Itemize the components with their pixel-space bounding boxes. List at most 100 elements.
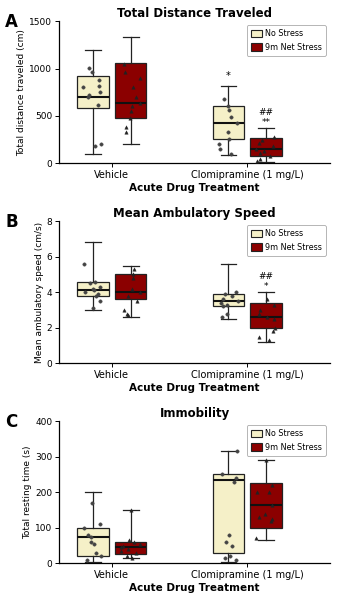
Legend: No Stress, 9m Net Stress: No Stress, 9m Net Stress — [247, 425, 326, 456]
Point — [137, 287, 143, 297]
Point — [93, 291, 98, 301]
Point — [222, 289, 227, 299]
Point — [84, 555, 90, 565]
Point — [122, 68, 128, 77]
Point — [265, 295, 270, 304]
Point — [269, 481, 275, 490]
Y-axis label: Total resting time (s): Total resting time (s) — [23, 445, 32, 539]
Point — [98, 140, 103, 149]
Point — [97, 81, 102, 91]
Point — [257, 148, 263, 158]
Point — [220, 295, 225, 304]
Point — [231, 477, 236, 487]
Point — [257, 305, 263, 315]
Text: ##: ## — [258, 108, 274, 117]
Text: B: B — [5, 212, 18, 230]
Text: *: * — [226, 71, 231, 82]
Point — [234, 446, 240, 456]
Point — [82, 259, 87, 269]
PathPatch shape — [115, 274, 147, 299]
Point — [121, 541, 126, 550]
Title: Mean Ambulatory Speed: Mean Ambulatory Speed — [113, 207, 276, 220]
Point — [81, 523, 87, 533]
Legend: No Stress, 9m Net Stress: No Stress, 9m Net Stress — [247, 225, 326, 256]
Point — [127, 113, 132, 122]
Point — [131, 537, 136, 547]
Point — [137, 539, 143, 548]
Point — [256, 512, 262, 522]
Text: C: C — [5, 413, 17, 431]
Point — [126, 311, 131, 320]
Point — [234, 118, 239, 127]
Point — [86, 90, 92, 100]
PathPatch shape — [213, 294, 244, 307]
Point — [95, 289, 100, 299]
Point — [270, 514, 275, 524]
Text: **: ** — [262, 118, 271, 127]
Point — [91, 304, 96, 313]
PathPatch shape — [213, 475, 244, 553]
Point — [87, 63, 92, 73]
Point — [228, 112, 234, 122]
Point — [88, 278, 93, 288]
Y-axis label: Mean ambulatory speed (cm/s): Mean ambulatory speed (cm/s) — [35, 221, 44, 363]
Point — [227, 551, 233, 561]
Point — [119, 546, 124, 556]
Point — [267, 151, 273, 161]
Point — [85, 530, 91, 539]
Point — [128, 106, 133, 116]
Point — [219, 313, 224, 322]
Point — [235, 296, 240, 306]
X-axis label: Acute Drug Treatment: Acute Drug Treatment — [129, 383, 260, 393]
Point — [225, 309, 230, 319]
Point — [254, 157, 259, 166]
Point — [81, 83, 86, 92]
PathPatch shape — [250, 138, 282, 156]
Point — [91, 284, 96, 293]
Point — [92, 277, 98, 286]
Point — [226, 134, 232, 143]
Point — [90, 498, 95, 508]
Point — [98, 520, 103, 529]
Point — [133, 548, 138, 557]
Title: Immobility: Immobility — [159, 407, 230, 420]
Point — [254, 487, 259, 497]
Point — [225, 127, 231, 137]
X-axis label: Acute Drug Treatment: Acute Drug Treatment — [129, 583, 260, 593]
Y-axis label: Total distance traveled (cm): Total distance traveled (cm) — [18, 29, 27, 155]
Point — [271, 132, 276, 142]
Point — [92, 539, 97, 548]
Point — [254, 533, 259, 543]
Point — [270, 142, 275, 151]
Point — [256, 332, 262, 341]
Point — [233, 287, 239, 297]
Point — [137, 98, 143, 107]
Point — [124, 309, 130, 319]
Point — [134, 296, 140, 306]
Point — [217, 145, 222, 154]
Point — [267, 335, 272, 345]
Point — [121, 305, 126, 315]
Point — [257, 154, 263, 163]
Point — [82, 287, 88, 297]
Point — [93, 142, 98, 151]
Point — [270, 500, 275, 509]
Point — [266, 487, 271, 497]
Point — [229, 541, 235, 550]
Point — [128, 505, 134, 515]
Point — [129, 553, 134, 563]
PathPatch shape — [250, 484, 282, 528]
Point — [272, 323, 277, 332]
Point — [98, 282, 103, 292]
X-axis label: Acute Drug Treatment: Acute Drug Treatment — [129, 183, 260, 193]
Point — [265, 313, 270, 322]
Point — [129, 101, 134, 111]
Point — [259, 135, 264, 145]
Point — [96, 100, 101, 109]
Point — [226, 530, 232, 539]
PathPatch shape — [115, 63, 147, 118]
Point — [85, 92, 90, 102]
Point — [130, 273, 135, 283]
PathPatch shape — [77, 528, 109, 556]
Point — [218, 298, 223, 308]
